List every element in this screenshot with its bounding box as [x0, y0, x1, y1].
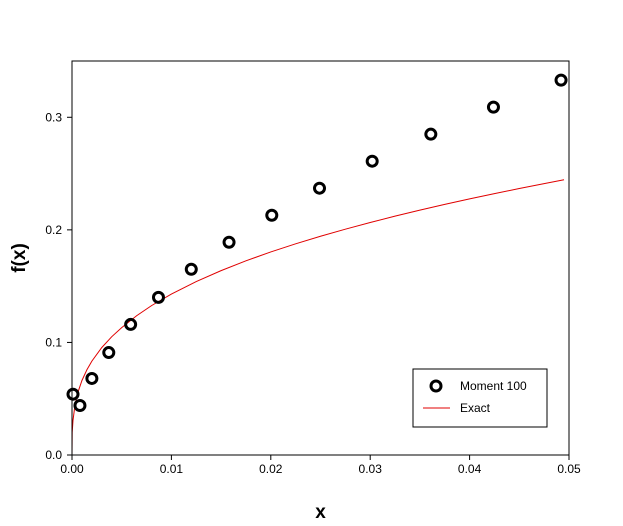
data-point-moment-100: [102, 346, 116, 360]
legend: Moment 100 Exact: [412, 368, 548, 428]
data-point-moment-100: [424, 127, 438, 141]
data-point-moment-100: [313, 181, 327, 195]
x-tick-label: 0.05: [557, 462, 581, 476]
x-tick-label: 0.03: [359, 462, 383, 476]
y-tick-label: 0.3: [45, 110, 62, 124]
data-point-moment-100: [265, 208, 279, 222]
data-point-moment-100: [85, 371, 99, 385]
series-line-exact: [71, 179, 565, 456]
series-layer: [66, 73, 568, 456]
y-tick-label: 0.2: [45, 223, 62, 237]
data-point-moment-100: [222, 235, 236, 249]
legend-label-exact: Exact: [460, 401, 491, 415]
data-point-moment-100: [184, 262, 198, 276]
data-point-moment-100: [486, 100, 500, 114]
data-point-moment-100: [365, 154, 379, 168]
x-axis-label: x: [315, 502, 326, 523]
legend-box: [412, 368, 548, 428]
y-axis-label: f(x): [9, 243, 30, 273]
data-point-moment-100: [66, 387, 80, 401]
data-point-moment-100: [73, 398, 87, 412]
x-tick-label: 0.00: [60, 462, 84, 476]
y-tick-label: 0.1: [45, 335, 62, 349]
x-tick-label: 0.01: [160, 462, 184, 476]
legend-marker-moment-100: [429, 379, 443, 393]
data-point-moment-100: [151, 290, 165, 304]
x-tick-label: 0.04: [458, 462, 482, 476]
legend-label-moment-100: Moment 100: [460, 379, 527, 393]
data-point-moment-100: [554, 73, 568, 87]
ticks-layer: 0.00 0.01 0.02 0.03 0.04 0.05 0.0 0.1 0.2 0.3: [45, 110, 581, 476]
x-tick-label: 0.02: [259, 462, 283, 476]
y-tick-label: 0.0: [45, 448, 62, 462]
data-point-moment-100: [124, 317, 138, 331]
plot-area-frame: [71, 60, 570, 456]
